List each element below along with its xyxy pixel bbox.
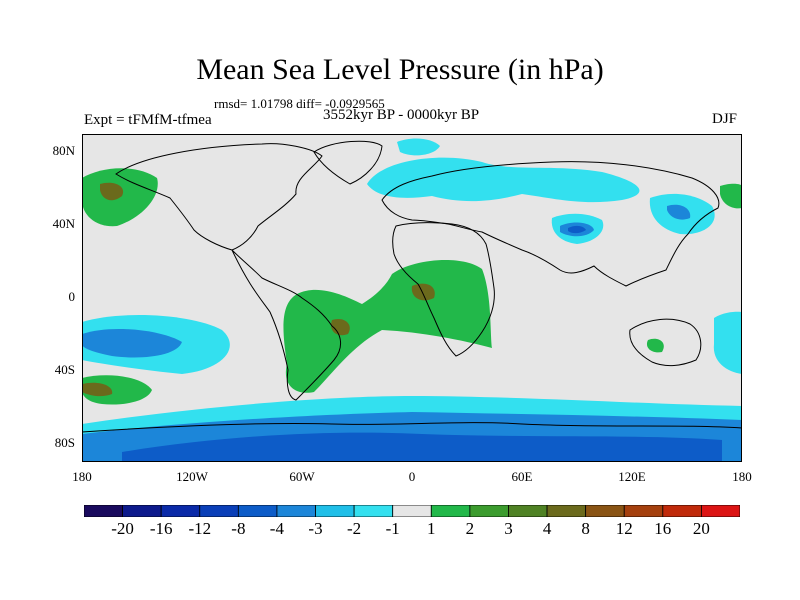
anomaly-region [283, 259, 492, 393]
colorbar-label: 3 [504, 519, 513, 538]
colorbar-swatch [199, 505, 239, 517]
continent-outline [392, 222, 495, 357]
anomaly-region [713, 311, 742, 374]
colorbar-swatch [353, 505, 394, 517]
stats-line: rmsd= 1.01798 diff= -0.0929565 [214, 96, 385, 111]
anomaly-region [331, 318, 350, 336]
colorbar-swatch [508, 505, 548, 517]
lat-tick-label: 0 [68, 289, 76, 304]
lon-tick-label: 60E [511, 469, 533, 484]
colorbar-label: 16 [654, 519, 672, 538]
colorbar-swatch [701, 505, 740, 517]
lat-tick-label: 80N [52, 143, 75, 158]
anomaly-region [82, 382, 113, 397]
colorbar-label: 2 [465, 519, 475, 538]
anomaly-region [720, 183, 742, 209]
continent-outline [629, 318, 702, 367]
lat-tick-label: 40N [52, 216, 75, 231]
colorbar-label: 20 [692, 519, 710, 538]
lon-tick-label: 0 [408, 469, 416, 484]
coastlines [82, 140, 742, 433]
colorbar-label: -16 [149, 519, 173, 538]
colorbar-swatch [122, 505, 162, 517]
colorbar-label: -8 [231, 519, 246, 538]
colorbar-swatch [276, 505, 316, 517]
anomaly-region [667, 204, 691, 220]
anomaly-region [568, 225, 586, 234]
lon-tick-label: 120E [618, 469, 646, 484]
anomaly-fields [82, 138, 742, 462]
colorbar-label: 8 [581, 519, 590, 538]
continent-outline [381, 161, 720, 287]
season-label: DJF [712, 111, 738, 127]
continent-outline [231, 249, 341, 401]
lon-tick-label: 180 [72, 469, 92, 484]
pressure-anomaly-map [82, 134, 742, 462]
anomaly-region [646, 338, 664, 353]
colorbar-label: -4 [269, 519, 284, 538]
colorbar-label: -3 [308, 519, 323, 538]
period-label: 3552kyr BP - 0000kyr BP [323, 107, 480, 123]
colorbar-swatch [160, 505, 201, 517]
anomaly-region [82, 328, 182, 358]
colorbar-swatch [84, 505, 123, 517]
colorbar-swatch [237, 505, 278, 517]
colorbar-swatch [392, 505, 432, 517]
lat-tick-label: 40S [54, 362, 75, 377]
anomaly-region [100, 182, 124, 201]
anomaly-region [397, 138, 440, 156]
colorbar-swatch [469, 505, 509, 517]
colorbar-label: -2 [347, 519, 362, 538]
lon-tick-label: 60W [289, 469, 315, 484]
continent-outline [313, 140, 383, 185]
lon-tick-label: 180 [732, 469, 752, 484]
anomaly-region [367, 157, 640, 203]
colorbar-swatch [315, 505, 355, 517]
colorbar-label: 12 [615, 519, 633, 538]
colorbar-swatch [585, 505, 625, 517]
colorbar-swatch [662, 505, 702, 517]
plot-title: Mean Sea Level Pressure (in hPa) [196, 53, 604, 86]
colorbar-swatch [546, 505, 587, 517]
anomaly-region [122, 432, 722, 462]
continent-outline [115, 143, 323, 251]
map-frame [82, 134, 742, 462]
colorbar-swatch [623, 505, 664, 517]
colorbar-swatch [430, 505, 471, 517]
anomaly-region [411, 283, 435, 301]
anomaly-region [82, 375, 152, 405]
colorbar-label: 1 [427, 519, 436, 538]
lon-tick-label: 120W [176, 469, 208, 484]
colorbar-label: -20 [111, 519, 134, 538]
continent-outline [82, 422, 742, 433]
colorbar [84, 505, 740, 517]
lat-tick-label: 80S [54, 435, 75, 450]
colorbar-label: -12 [188, 519, 212, 538]
experiment-label: Expt = tFMfM-tfmea [84, 112, 212, 128]
colorbar-label: 4 [542, 519, 552, 538]
colorbar-label: -1 [385, 519, 400, 538]
